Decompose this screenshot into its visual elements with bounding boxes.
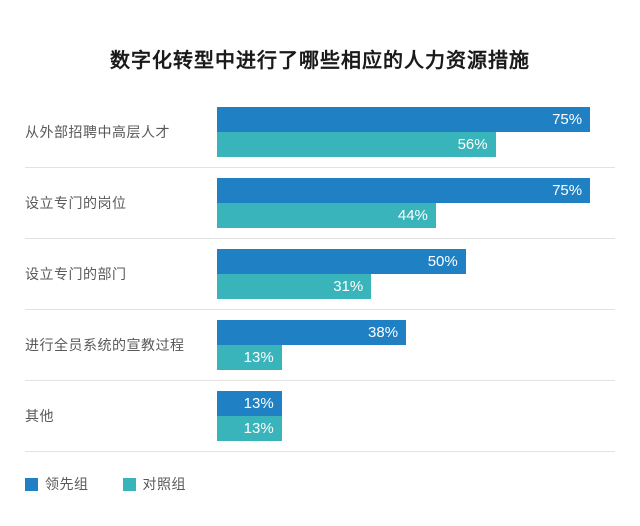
chart-row: 其他 13% 13%	[25, 381, 615, 452]
bar-value-label: 56%	[457, 136, 488, 153]
bar-group: 13% 13%	[217, 391, 615, 441]
category-label: 设立专门的岗位	[25, 194, 127, 211]
legend-item-control: 对照组	[122, 474, 187, 494]
bar-value-label: 75%	[552, 111, 583, 128]
category-label: 进行全员系统的宣教过程	[25, 336, 185, 353]
bar-value-label: 31%	[333, 278, 364, 295]
bar-control: 13%	[217, 416, 282, 441]
bar-control: 44%	[217, 203, 436, 228]
page-title: 数字化转型中进行了哪些相应的人力资源措施	[110, 50, 530, 72]
bar-value-label: 50%	[427, 253, 458, 270]
bar-control: 13%	[217, 345, 282, 370]
bar-group: 75% 56%	[217, 107, 615, 157]
category-label: 设立专门的部门	[25, 265, 127, 282]
bar-group: 75% 44%	[217, 178, 615, 228]
legend: 领先组 对照组	[25, 474, 615, 494]
bar-leader: 50%	[217, 249, 466, 274]
chart-row: 从外部招聘中高层人才 75% 56%	[25, 97, 615, 168]
legend-swatch-control-icon	[122, 477, 136, 491]
chart-row: 进行全员系统的宣教过程 38% 13%	[25, 310, 615, 381]
bar-value-label: 13%	[243, 395, 274, 412]
bar-control: 31%	[217, 274, 372, 299]
bar-value-label: 13%	[243, 349, 274, 366]
bar-leader: 13%	[217, 391, 282, 416]
bar-value-label: 75%	[552, 182, 583, 199]
legend-swatch-leader-icon	[25, 477, 38, 491]
legend-item-leader: 领先组	[25, 474, 89, 494]
chart-row: 设立专门的部门 50% 31%	[25, 239, 615, 310]
bar-control: 56%	[217, 132, 496, 157]
bar-leader: 75%	[217, 178, 591, 203]
bar-leader: 38%	[217, 320, 407, 345]
bar-leader: 75%	[217, 107, 591, 132]
bar-chart: 从外部招聘中高层人才 75% 56% 设立专门的岗位 75% 44%	[25, 97, 615, 452]
bar-group: 38% 13%	[217, 320, 615, 370]
legend-label-control: 对照组	[142, 476, 186, 492]
category-label: 从外部招聘中高层人才	[25, 123, 170, 140]
legend-label-leader: 领先组	[45, 476, 89, 492]
bar-value-label: 13%	[243, 420, 274, 437]
chart-row: 设立专门的岗位 75% 44%	[25, 168, 615, 239]
category-label: 其他	[25, 407, 54, 424]
bar-value-label: 44%	[397, 207, 428, 224]
bar-group: 50% 31%	[217, 249, 615, 299]
bar-value-label: 38%	[368, 324, 399, 341]
